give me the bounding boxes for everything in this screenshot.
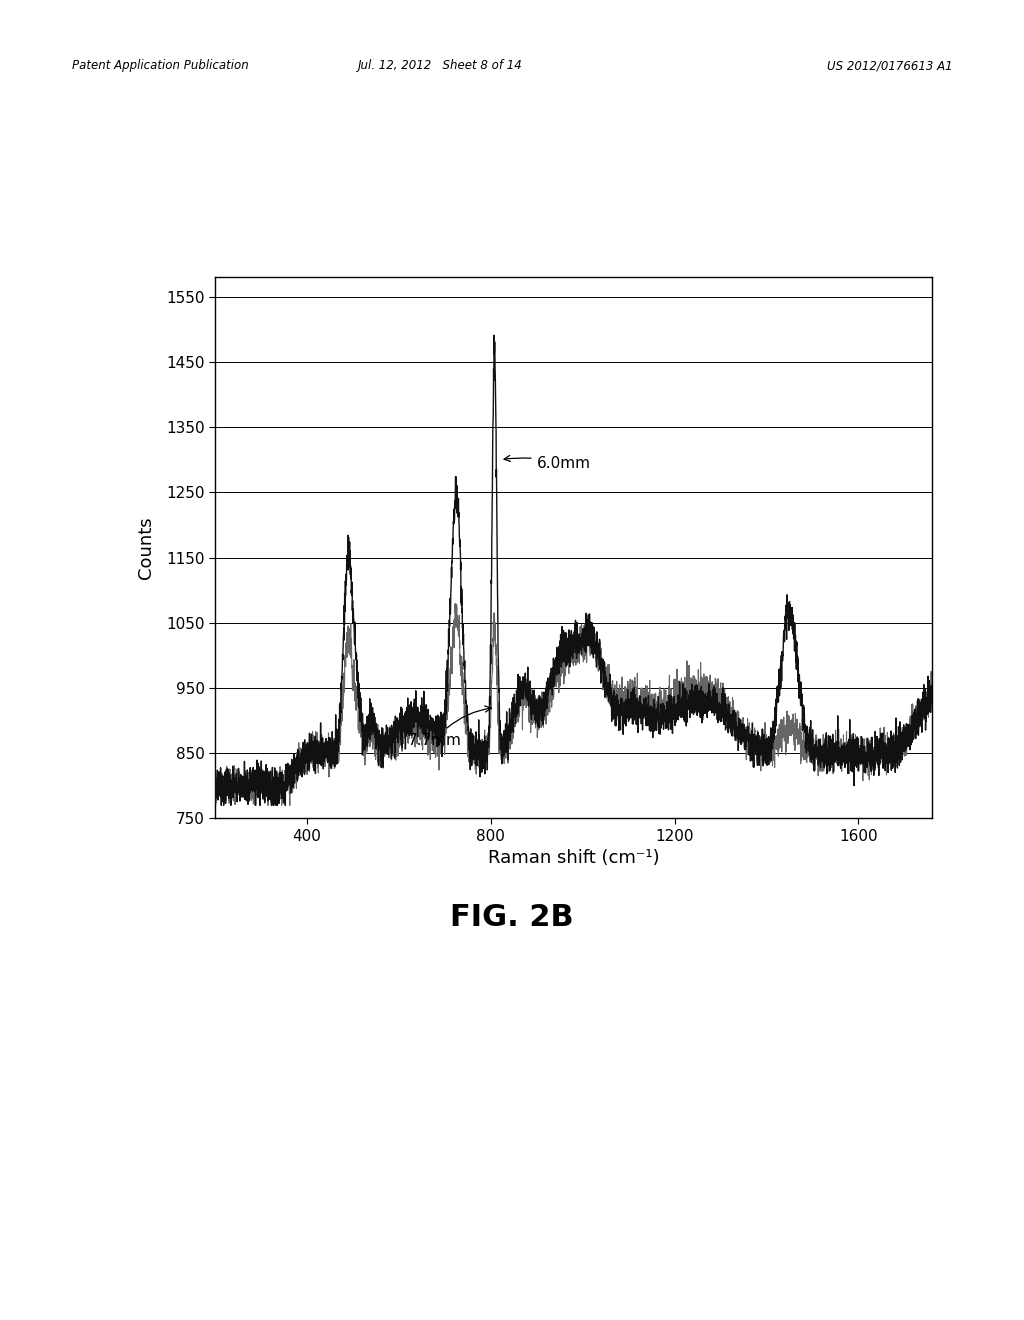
X-axis label: Raman shift (cm⁻¹): Raman shift (cm⁻¹) (487, 849, 659, 867)
Text: 7.7mm: 7.7mm (408, 706, 492, 747)
Text: FIG. 2B: FIG. 2B (451, 903, 573, 932)
Y-axis label: Counts: Counts (137, 516, 155, 579)
Text: 6.0mm: 6.0mm (504, 455, 591, 470)
Text: Jul. 12, 2012   Sheet 8 of 14: Jul. 12, 2012 Sheet 8 of 14 (358, 59, 522, 73)
Text: US 2012/0176613 A1: US 2012/0176613 A1 (826, 59, 952, 73)
Text: Patent Application Publication: Patent Application Publication (72, 59, 249, 73)
